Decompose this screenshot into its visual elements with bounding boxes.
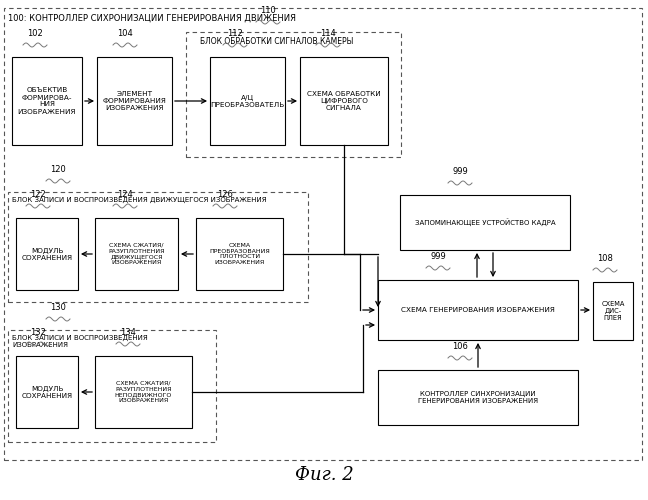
Text: 130: 130 bbox=[50, 303, 66, 312]
Text: 132: 132 bbox=[30, 328, 46, 337]
Text: 106: 106 bbox=[452, 342, 468, 351]
Bar bbox=[8, 330, 216, 442]
Bar bbox=[186, 32, 401, 157]
Text: МОДУЛЬ
СОХРАНЕНИЯ: МОДУЛЬ СОХРАНЕНИЯ bbox=[21, 386, 73, 398]
Text: СХЕМА ГЕНЕРИРОВАНИЯ ИЗОБРАЖЕНИЯ: СХЕМА ГЕНЕРИРОВАНИЯ ИЗОБРАЖЕНИЯ bbox=[401, 307, 555, 313]
Bar bbox=[378, 280, 578, 340]
Text: СХЕМА
ПРЕОБРАЗОВАНИЯ
ПЛОТНОСТИ
ИЗОБРАЖЕНИЯ: СХЕМА ПРЕОБРАЗОВАНИЯ ПЛОТНОСТИ ИЗОБРАЖЕН… bbox=[209, 243, 270, 265]
Text: 114: 114 bbox=[320, 29, 336, 38]
Bar bbox=[95, 218, 178, 290]
Text: Фиг. 2: Фиг. 2 bbox=[295, 466, 353, 484]
Bar bbox=[210, 57, 285, 145]
Bar bbox=[196, 218, 283, 290]
Bar bbox=[16, 356, 78, 428]
Text: БЛОК ОБРАБОТКИ СИГНАЛОВ КАМЕРЫ: БЛОК ОБРАБОТКИ СИГНАЛОВ КАМЕРЫ bbox=[200, 37, 353, 46]
Text: БЛОК ЗАПИСИ И ВОСПРОИЗВЕДЕНИЯ
ИЗОБРАЖЕНИЯ: БЛОК ЗАПИСИ И ВОСПРОИЗВЕДЕНИЯ ИЗОБРАЖЕНИ… bbox=[12, 335, 148, 348]
Text: 134: 134 bbox=[120, 328, 136, 337]
Bar bbox=[378, 370, 578, 425]
Text: СХЕМА СЖАТИЯ/
РАЗУПЛОТНЕНИЯ
НЕПОДВИЖНОГО
ИЗОБРАЖЕНИЯ: СХЕМА СЖАТИЯ/ РАЗУПЛОТНЕНИЯ НЕПОДВИЖНОГО… bbox=[115, 381, 172, 403]
Text: 122: 122 bbox=[30, 190, 46, 199]
Text: 108: 108 bbox=[597, 254, 613, 263]
Text: 100: КОНТРОЛЛЕР СИХРОНИЗАЦИИ ГЕНЕРИРОВАНИЯ ДВИЖЕНИЯ: 100: КОНТРОЛЛЕР СИХРОНИЗАЦИИ ГЕНЕРИРОВАН… bbox=[8, 14, 296, 23]
Text: ЗАПОМИНАЮЩЕЕ УСТРОЙСТВО КАДРА: ЗАПОМИНАЮЩЕЕ УСТРОЙСТВО КАДРА bbox=[415, 218, 555, 226]
Bar bbox=[12, 57, 82, 145]
Bar bbox=[97, 57, 172, 145]
Text: 120: 120 bbox=[50, 165, 66, 174]
Bar bbox=[593, 282, 633, 340]
Text: 124: 124 bbox=[117, 190, 133, 199]
Text: А/Ц
ПРЕОБРАЗОВАТЕЛЬ: А/Ц ПРЕОБРАЗОВАТЕЛЬ bbox=[211, 94, 284, 108]
Text: СХЕМА
ДИС-
ПЛЕЯ: СХЕМА ДИС- ПЛЕЯ bbox=[601, 301, 625, 321]
Text: СХЕМА СЖАТИЯ/
РАЗУПЛОТНЕНИЯ
ДВИЖУЩЕГОСЯ
ИЗОБРАЖЕНИЯ: СХЕМА СЖАТИЯ/ РАЗУПЛОТНЕНИЯ ДВИЖУЩЕГОСЯ … bbox=[108, 243, 165, 265]
Bar bbox=[16, 218, 78, 290]
Text: ОБЪЕКТИВ
ФОРМИРОВА-
НИЯ
ИЗОБРАЖЕНИЯ: ОБЪЕКТИВ ФОРМИРОВА- НИЯ ИЗОБРАЖЕНИЯ bbox=[17, 88, 76, 115]
Text: 999: 999 bbox=[430, 252, 446, 261]
Text: 126: 126 bbox=[217, 190, 233, 199]
Text: СХЕМА ОБРАБОТКИ
ЦИФРОВОГО
СИГНАЛА: СХЕМА ОБРАБОТКИ ЦИФРОВОГО СИГНАЛА bbox=[307, 91, 381, 111]
Text: 112: 112 bbox=[227, 29, 243, 38]
Text: ЭЛЕМЕНТ
ФОРМИРОВАНИЯ
ИЗОБРАЖЕНИЯ: ЭЛЕМЕНТ ФОРМИРОВАНИЯ ИЗОБРАЖЕНИЯ bbox=[102, 91, 167, 111]
Text: МОДУЛЬ
СОХРАНЕНИЯ: МОДУЛЬ СОХРАНЕНИЯ bbox=[21, 248, 73, 260]
Text: 110: 110 bbox=[260, 6, 276, 15]
Bar bbox=[400, 195, 570, 250]
Bar bbox=[95, 356, 192, 428]
Text: КОНТРОЛЛЕР СИНХРОНИЗАЦИИ
ГЕНЕРИРОВАНИЯ ИЗОБРАЖЕНИЯ: КОНТРОЛЛЕР СИНХРОНИЗАЦИИ ГЕНЕРИРОВАНИЯ И… bbox=[418, 391, 538, 404]
Text: 999: 999 bbox=[452, 167, 468, 176]
Text: БЛОК ЗАПИСИ И ВОСПРОИЗВЕДЕНИЯ ДВИЖУЩЕГОСЯ ИЗОБРАЖЕНИЯ: БЛОК ЗАПИСИ И ВОСПРОИЗВЕДЕНИЯ ДВИЖУЩЕГОС… bbox=[12, 197, 266, 203]
Bar bbox=[300, 57, 388, 145]
Text: 104: 104 bbox=[117, 29, 133, 38]
Bar bbox=[8, 192, 308, 302]
Text: 102: 102 bbox=[27, 29, 43, 38]
